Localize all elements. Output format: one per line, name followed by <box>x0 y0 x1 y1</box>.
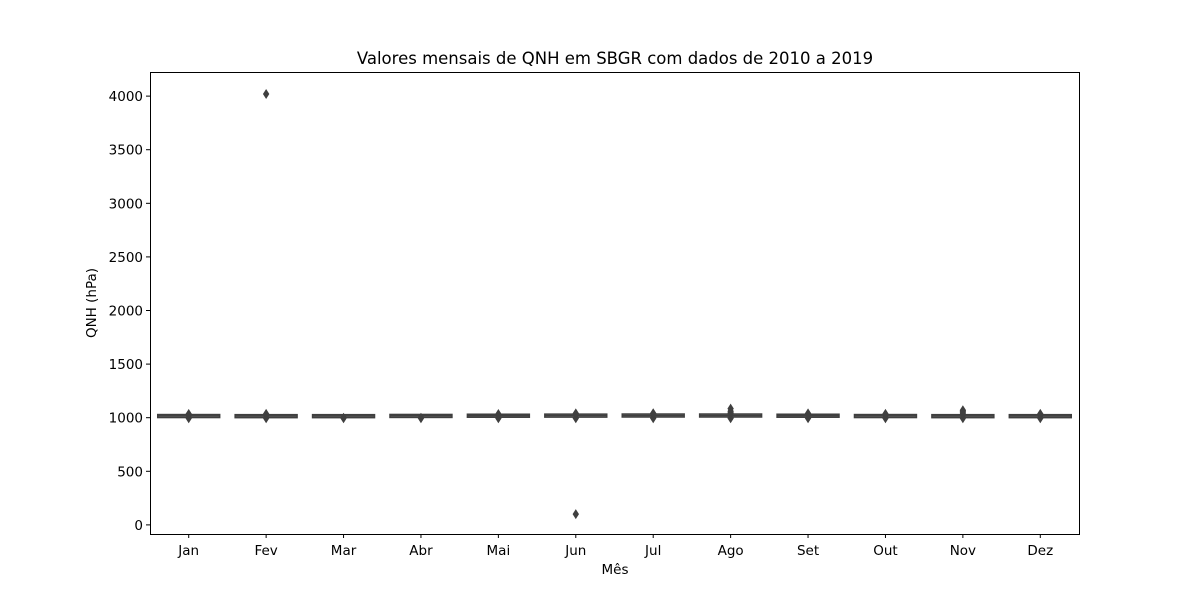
outlier-point <box>804 408 812 419</box>
y-tick-label: 1000 <box>109 411 143 427</box>
x-tick-label: Jul <box>644 543 661 559</box>
x-tick-label: Abr <box>409 543 433 559</box>
box-jul <box>621 408 685 424</box>
outlier-point <box>727 403 734 414</box>
x-axis: Jan Fev Mar Abr Mai Jun Jul Ago Set Out Nov Dez <box>177 534 1053 559</box>
box-fev <box>234 88 298 424</box>
box-out <box>853 408 918 424</box>
outlier-point <box>959 405 967 416</box>
y-tick-label: 2500 <box>109 250 143 266</box>
y-tick-label: 2000 <box>109 304 143 320</box>
box-jan <box>156 408 221 424</box>
x-tick-label: Nov <box>950 543 976 559</box>
outlier-point <box>572 408 579 419</box>
outlier-point <box>340 412 347 423</box>
outlier-point <box>650 408 657 419</box>
outlier-point <box>882 408 889 419</box>
outlier-point <box>262 408 270 419</box>
y-tick-label: 1500 <box>109 357 143 373</box>
y-tick-label: 0 <box>134 518 143 534</box>
plot-frame <box>150 72 1080 535</box>
outlier-point <box>417 412 425 423</box>
box-abr <box>389 412 453 424</box>
chart-title: Valores mensais de QNH em SBGR com dados… <box>357 49 873 68</box>
box-ago <box>698 403 763 424</box>
box-mar <box>311 412 376 424</box>
y-tick-label: 3000 <box>109 196 143 212</box>
x-tick-label: Dez <box>1027 543 1053 559</box>
x-tick-label: Fev <box>254 543 277 559</box>
x-tick-label: Out <box>873 543 897 559</box>
x-tick-label: Mai <box>487 543 511 559</box>
outlier-point <box>262 88 270 99</box>
box-nov <box>931 405 995 424</box>
y-axis-label: QNH (hPa) <box>84 268 100 338</box>
y-axis: 0 500 1000 1500 2000 2500 3000 3500 4000 <box>109 89 150 534</box>
x-tick-label: Ago <box>718 543 744 559</box>
box-dez <box>1008 408 1073 424</box>
y-tick-label: 4000 <box>109 89 143 105</box>
box-jun <box>544 408 608 520</box>
x-tick-label: Jun <box>564 543 586 559</box>
y-tick-label: 3500 <box>109 143 143 159</box>
outlier-point <box>1037 408 1044 419</box>
x-axis-label: Mês <box>602 562 629 578</box>
outlier-point <box>185 408 192 419</box>
x-tick-label: Set <box>797 543 819 559</box>
x-tick-label: Jan <box>177 543 199 559</box>
box-set <box>776 408 840 424</box>
outlier-point <box>572 509 579 520</box>
x-tick-label: Mar <box>331 543 357 559</box>
y-tick-label: 500 <box>117 464 143 480</box>
outlier-point <box>495 409 502 420</box>
box-mai <box>466 409 531 424</box>
plot-area <box>156 88 1073 520</box>
